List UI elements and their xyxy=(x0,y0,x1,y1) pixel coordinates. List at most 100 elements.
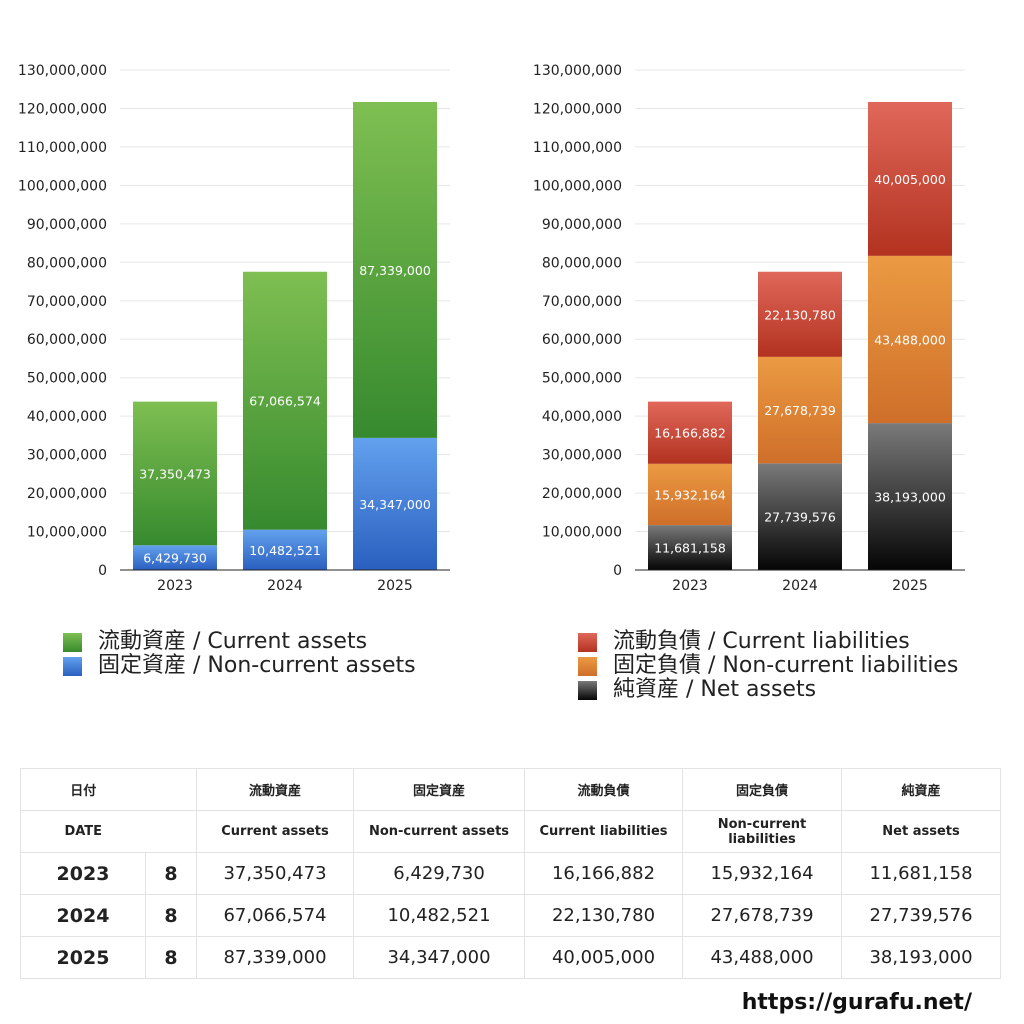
y-tick-label: 130,000,000 xyxy=(18,63,107,79)
header-current-liabilities-en: Current liabilities xyxy=(524,810,683,853)
site-url[interactable]: https://gurafu.net/ xyxy=(741,990,972,1015)
cell-net-assets: 11,681,158 xyxy=(841,852,1001,895)
y-tick-label: 130,000,000 xyxy=(533,63,622,79)
legend-item-non-current-liabilities: 固定負債 / Non-current liabilities xyxy=(578,654,958,678)
x-tick-label: 2025 xyxy=(892,578,928,594)
header-current-assets-en: Current assets xyxy=(196,810,354,853)
data-label: 11,681,158 xyxy=(654,541,726,556)
bar-segment xyxy=(868,101,952,256)
header-date-jp: 日付 xyxy=(20,768,146,811)
bar-segment xyxy=(243,529,327,570)
y-tick-label: 120,000,000 xyxy=(18,101,107,117)
bar-segment xyxy=(353,437,437,570)
header-blank xyxy=(145,768,197,811)
bar-segment xyxy=(758,356,842,464)
data-label: 10,482,521 xyxy=(249,543,321,558)
y-tick-label: 10,000,000 xyxy=(27,525,107,541)
cell-non-current-assets: 34,347,000 xyxy=(353,936,525,979)
table-row: 2023 8 37,350,473 6,429,730 16,166,882 1… xyxy=(20,852,1001,895)
cell-current-assets: 87,339,000 xyxy=(196,936,354,979)
cell-non-current-assets: 6,429,730 xyxy=(353,852,525,895)
row-year: 2025 xyxy=(20,936,146,979)
data-label: 6,429,730 xyxy=(143,551,207,566)
row-month: 8 xyxy=(145,894,197,937)
data-label: 15,932,164 xyxy=(654,487,726,502)
y-tick-label: 70,000,000 xyxy=(542,294,622,310)
y-tick-label: 60,000,000 xyxy=(542,332,622,348)
table-row: 2024 8 67,066,574 10,482,521 22,130,780 … xyxy=(20,894,1001,937)
legend-assets: 流動資産 / Current assets 固定資産 / Non-current… xyxy=(63,630,416,678)
stacked-bar-charts: 0 10,000,000 20,000,000 30,000,000 40,000,00… xyxy=(18,63,965,594)
y-tick-label: 80,000,000 xyxy=(27,255,107,271)
cell-net-assets: 27,739,576 xyxy=(841,894,1001,937)
legend-swatch xyxy=(578,656,597,676)
y-tick-label: 30,000,000 xyxy=(542,448,622,464)
legend-item-net-assets: 純資産 / Net assets xyxy=(578,678,958,702)
data-label: 27,678,739 xyxy=(764,403,836,418)
legend-swatch xyxy=(63,632,82,652)
y-tick-label: 70,000,000 xyxy=(27,294,107,310)
y-tick-label: 120,000,000 xyxy=(533,101,622,117)
bar-segment xyxy=(648,525,732,570)
data-label: 34,347,000 xyxy=(359,497,431,512)
y-tick-label: 0 xyxy=(613,563,622,579)
data-label: 27,739,576 xyxy=(764,510,836,525)
table-row: 2025 8 87,339,000 34,347,000 40,005,000 … xyxy=(20,936,1001,979)
bar-segment xyxy=(648,401,732,464)
bar-segment xyxy=(133,545,217,570)
legend-label: 純資産 / Net assets xyxy=(613,677,817,702)
header-date-en: DATE xyxy=(20,810,146,853)
data-label: 67,066,574 xyxy=(249,394,321,409)
y-tick-label: 10,000,000 xyxy=(542,525,622,541)
cell-non-current-liabilities: 43,488,000 xyxy=(682,936,842,979)
data-label: 43,488,000 xyxy=(874,332,946,347)
legend-swatch xyxy=(63,656,82,676)
x-tick-label: 2025 xyxy=(377,578,413,594)
legend-swatch xyxy=(578,632,597,652)
bar-segment xyxy=(648,463,732,526)
y-tick-label: 80,000,000 xyxy=(542,255,622,271)
x-tick-label: 2023 xyxy=(672,578,708,594)
y-tick-label: 110,000,000 xyxy=(18,140,107,156)
cell-non-current-liabilities: 15,932,164 xyxy=(682,852,842,895)
y-tick-label: 0 xyxy=(98,563,107,579)
legend-label: 流動資産 / Current assets xyxy=(98,629,368,654)
cell-non-current-assets: 10,482,521 xyxy=(353,894,525,937)
cell-net-assets: 38,193,000 xyxy=(841,936,1001,979)
table-header-jp: 日付 流動資産 固定資産 流動負債 固定負債 純資産 xyxy=(20,768,1001,811)
y-tick-label: 40,000,000 xyxy=(542,409,622,425)
y-tick-label: 40,000,000 xyxy=(27,409,107,425)
header-current-liabilities-jp: 流動負債 xyxy=(524,768,683,811)
header-current-assets-jp: 流動資産 xyxy=(196,768,354,811)
data-label: 40,005,000 xyxy=(874,172,946,187)
x-tick-label: 2024 xyxy=(267,578,303,594)
data-label: 87,339,000 xyxy=(359,263,431,278)
bar-segment xyxy=(353,101,437,438)
header-net-assets-jp: 純資産 xyxy=(841,768,1001,811)
y-tick-label: 20,000,000 xyxy=(27,486,107,502)
header-non-current-liabilities-en: Non-current liabilities xyxy=(682,810,842,853)
cell-current-assets: 37,350,473 xyxy=(196,852,354,895)
bar-segment xyxy=(758,271,842,357)
row-year: 2023 xyxy=(20,852,146,895)
bar-segment xyxy=(133,401,217,546)
bar-segment xyxy=(758,463,842,570)
y-tick-label: 50,000,000 xyxy=(542,371,622,387)
y-tick-label: 20,000,000 xyxy=(542,486,622,502)
legend-label: 固定負債 / Non-current liabilities xyxy=(613,653,959,678)
row-year: 2024 xyxy=(20,894,146,937)
data-table-container: 日付 流動資産 固定資産 流動負債 固定負債 純資産 DATE Current … xyxy=(20,768,1001,979)
row-month: 8 xyxy=(145,852,197,895)
y-tick-label: 90,000,000 xyxy=(27,217,107,233)
row-month: 8 xyxy=(145,936,197,979)
legend-swatch xyxy=(578,680,597,700)
cell-current-liabilities: 40,005,000 xyxy=(524,936,683,979)
bar-segment xyxy=(243,271,327,530)
bar-segment xyxy=(868,423,952,570)
header-non-current-liabilities-jp: 固定負債 xyxy=(682,768,842,811)
table-header-en: DATE Current assets Non-current assets C… xyxy=(20,810,1001,853)
cell-non-current-liabilities: 27,678,739 xyxy=(682,894,842,937)
header-net-assets-en: Net assets xyxy=(841,810,1001,853)
y-tick-label: 100,000,000 xyxy=(18,178,107,194)
bar-segment xyxy=(868,255,952,424)
